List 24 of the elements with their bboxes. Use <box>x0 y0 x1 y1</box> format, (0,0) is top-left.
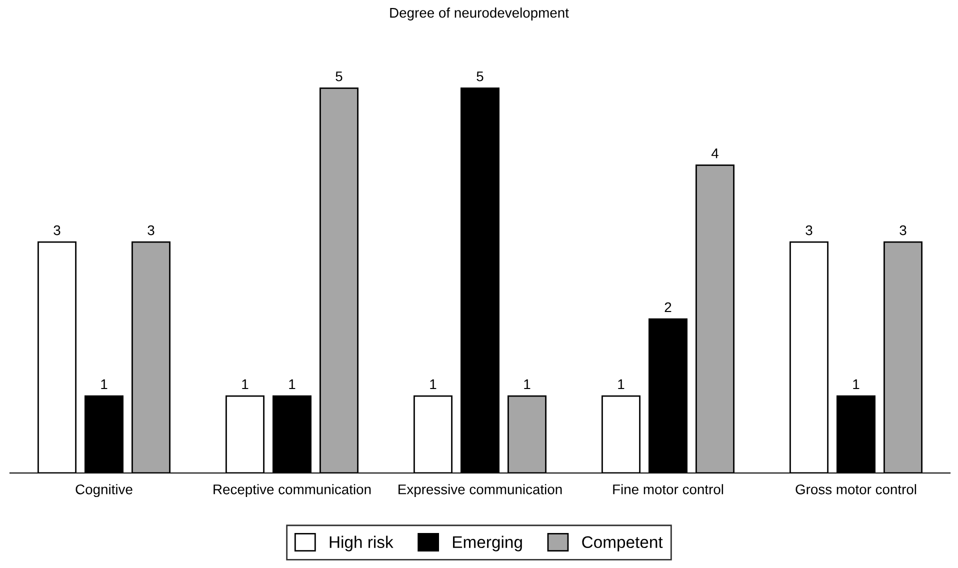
data-label: 1 <box>289 379 296 389</box>
x-tick-label: Cognitive <box>76 484 132 498</box>
data-label: 3 <box>148 225 154 236</box>
data-label: 1 <box>853 379 860 389</box>
data-label: 3 <box>900 225 906 236</box>
data-label: 5 <box>336 72 342 82</box>
x-tick-label: Fine motor control <box>613 484 724 494</box>
data-label: 1 <box>101 379 108 389</box>
data-label: 1 <box>430 379 436 389</box>
data-label: 4 <box>711 148 718 158</box>
x-tick-label: Expressive communication <box>398 484 562 498</box>
legend-label: Competent <box>582 536 663 552</box>
data-label: 3 <box>54 225 60 236</box>
x-tick-label: Gross motor control <box>796 484 916 494</box>
x-tick-label: Receptive communication <box>214 484 371 498</box>
data-label: 1 <box>618 379 624 389</box>
data-label: 3 <box>806 225 812 236</box>
chart-title: Degree of neurodevelopment <box>390 8 569 20</box>
data-label: 1 <box>242 379 248 389</box>
data-label: 1 <box>524 379 530 389</box>
legend-label: Emerging <box>453 536 522 552</box>
data-label: 2 <box>664 302 672 312</box>
legend-label: High risk <box>330 536 394 552</box>
data-label: 5 <box>476 72 484 82</box>
